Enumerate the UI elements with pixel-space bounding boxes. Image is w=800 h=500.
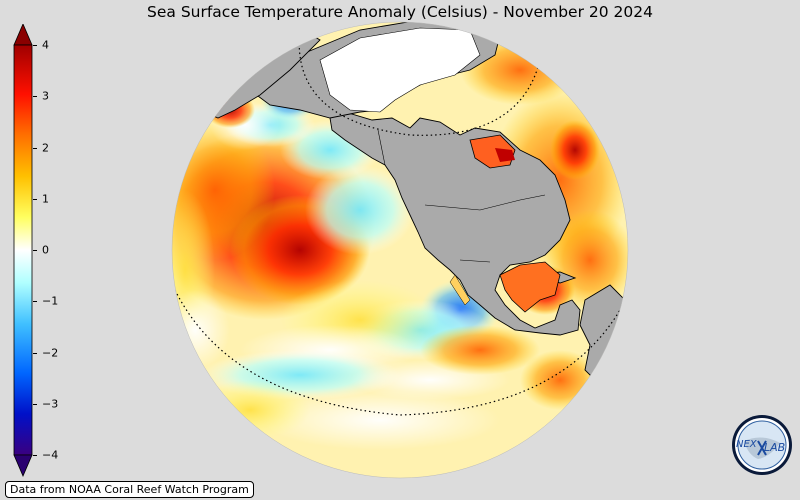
colorbar-tick-label: 4 bbox=[42, 38, 49, 52]
colorbar-tick bbox=[33, 403, 37, 405]
logo-text-left: NEX bbox=[736, 439, 758, 450]
nexlab-logo-icon: NEX LAB bbox=[732, 415, 792, 475]
colorbar-tick bbox=[33, 301, 37, 303]
colorbar-tick-label: −3 bbox=[42, 397, 59, 411]
colorbar: 4 3 2 1 0 −1 −2 −3 −4 bbox=[12, 22, 72, 478]
colorbar-tick-label: 2 bbox=[42, 141, 49, 154]
colorbar-tick-label: −2 bbox=[42, 346, 59, 359]
data-credit: Data from NOAA Coral Reef Watch Program bbox=[5, 481, 254, 498]
colorbar-tick-label: 0 bbox=[42, 243, 49, 257]
colorbar-tick-label: −4 bbox=[42, 448, 59, 462]
colorbar-tick bbox=[33, 455, 37, 456]
colorbar-tick bbox=[33, 352, 37, 354]
sst-anomaly-field bbox=[172, 22, 628, 478]
colorbar-tick bbox=[33, 147, 37, 149]
colorbar-ramp bbox=[13, 22, 33, 478]
map-title: Sea Surface Temperature Anomaly (Celsius… bbox=[147, 3, 653, 21]
colorbar-tick-label: 3 bbox=[42, 89, 49, 103]
colorbar-tick bbox=[33, 96, 37, 98]
logo-text-right: LAB bbox=[764, 441, 785, 454]
colorbar-min-arrow bbox=[13, 454, 33, 478]
colorbar-tick-label: 1 bbox=[42, 192, 49, 206]
colorbar-tick bbox=[33, 250, 37, 251]
colorbar-tick bbox=[33, 198, 37, 200]
colorbar-tick bbox=[33, 45, 37, 46]
colorbar-tick-label: −1 bbox=[42, 294, 59, 308]
